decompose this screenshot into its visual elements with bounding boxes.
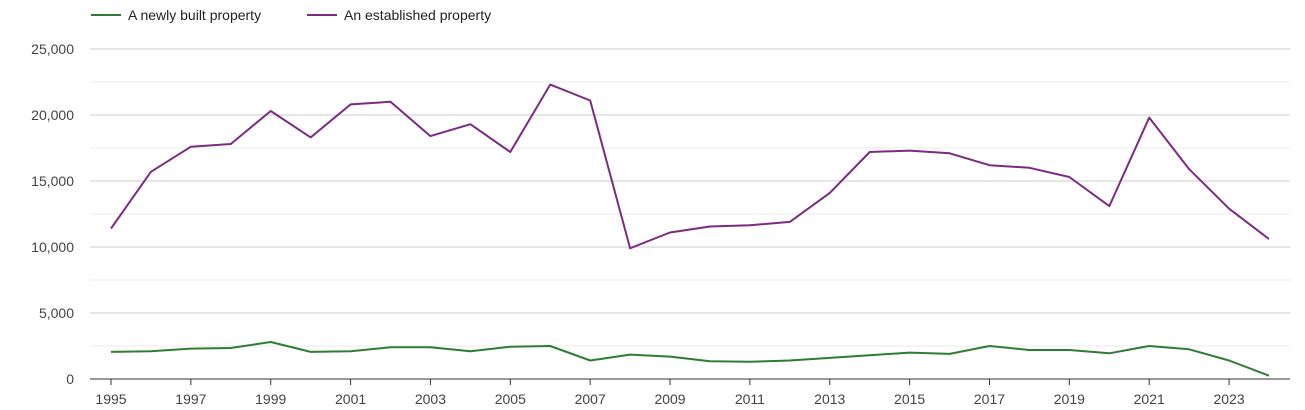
x-tick-label: 1995: [95, 391, 126, 407]
x-tick-label: 1999: [255, 391, 286, 407]
y-tick-label: 25,000: [31, 41, 74, 57]
y-tick-label: 0: [66, 371, 74, 387]
y-axis-ticks: 0 5,000 10,000 15,000 20,000 25,000: [31, 41, 74, 387]
x-tick-label: 2003: [415, 391, 446, 407]
series-line-established: [110, 83, 1270, 250]
y-tick-label: 10,000: [31, 239, 74, 255]
x-axis-ticks: 1995 1997 1999 2001 2003 2005 2007 2009 2011 2013…: [95, 379, 1245, 407]
y-tick-label: 5,000: [39, 305, 74, 321]
x-tick-label: 2015: [894, 391, 925, 407]
x-tick-label: 2023: [1213, 391, 1244, 407]
legend-label-established: An established property: [344, 7, 491, 23]
series-line-new-build: [110, 341, 1270, 377]
x-tick-label: 2011: [735, 391, 765, 407]
x-tick-label: 2021: [1134, 391, 1165, 407]
x-tick-label: 2019: [1054, 391, 1085, 407]
y-tick-label: 20,000: [31, 107, 74, 123]
legend: A newly built property An established pr…: [91, 7, 491, 23]
x-tick-label: 2001: [335, 391, 366, 407]
legend-label-new-build: A newly built property: [128, 7, 261, 23]
x-tick-label: 2013: [814, 391, 845, 407]
x-tick-label: 2017: [974, 391, 1005, 407]
gridlines: [90, 48, 1290, 347]
x-tick-label: 2005: [495, 391, 526, 407]
x-tick-label: 2009: [654, 391, 685, 407]
x-tick-label: 2007: [575, 391, 606, 407]
y-tick-label: 15,000: [31, 173, 74, 189]
x-tick-label: 1997: [175, 391, 206, 407]
series-lines: [110, 83, 1270, 377]
